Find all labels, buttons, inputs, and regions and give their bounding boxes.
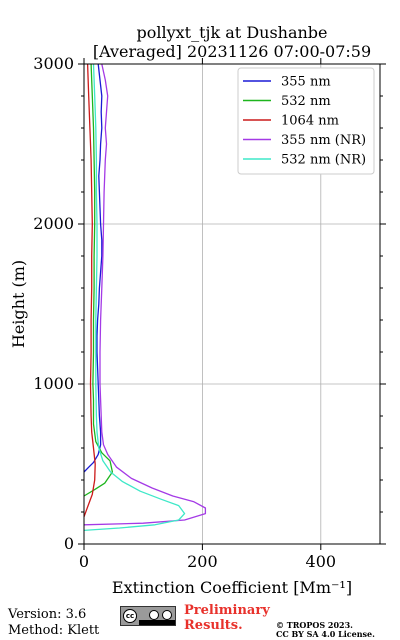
chart-title: pollyxt_tjk at Dushanbe (136, 23, 327, 42)
y-tick-label: 3000 (33, 54, 74, 73)
plot-frame (83, 63, 381, 545)
legend-label: 532 nm (NR) (281, 153, 366, 168)
license-strip (139, 620, 175, 625)
x-tick-label: 400 (306, 552, 337, 571)
sa-icon (162, 610, 172, 620)
series-line-532-nm-nr (83, 63, 186, 532)
cc-icon: cc (123, 609, 137, 623)
method-text: Method: Klett (8, 623, 100, 638)
legend: 355 nm 532 nm 1064 nm 355 nm (NR) 532 nm (NR… (237, 67, 375, 175)
series-line-355-nm-nr (83, 63, 207, 526)
axis-ticks: 0 200 400 0 1000 2000 3000 (33, 54, 386, 571)
y-tick-label: 0 (64, 534, 74, 553)
by-icon (149, 610, 159, 620)
legend-label: 1064 nm (281, 114, 339, 129)
chart-subtitle: [Averaged] 20231126 07:00-07:59 (93, 42, 371, 61)
copyright-note: © TROPOS 2023. CC BY SA 4.0 License. (276, 621, 375, 639)
y-axis-label: Height (m) (9, 260, 28, 348)
legend-label: 532 nm (281, 94, 331, 109)
copyright-line-2: CC BY SA 4.0 License. (276, 629, 375, 639)
preliminary-line-2: Results. (184, 618, 243, 633)
series-lines (83, 63, 207, 532)
y-tick-label: 1000 (33, 374, 74, 393)
x-axis-label: Extinction Coefficient [Mm⁻¹] (112, 578, 352, 597)
legend-box (237, 67, 375, 175)
copyright-line-1: © TROPOS 2023. (276, 620, 353, 630)
preliminary-line-1: Preliminary (184, 603, 270, 618)
legend-label: 355 nm (281, 75, 331, 90)
series-line-355-nm (83, 63, 103, 473)
preliminary-results-note: Preliminary Results. (184, 603, 270, 633)
series-line-532-nm (83, 63, 114, 497)
series-line-1064-nm (83, 63, 96, 518)
legend-label: 355 nm (NR) (281, 133, 366, 148)
x-tick-label: 200 (187, 552, 218, 571)
cc-license-logo: cc (120, 606, 176, 626)
x-tick-label: 0 (79, 552, 89, 571)
version-text: Version: 3.6 (8, 607, 87, 622)
y-tick-label: 2000 (33, 214, 74, 233)
